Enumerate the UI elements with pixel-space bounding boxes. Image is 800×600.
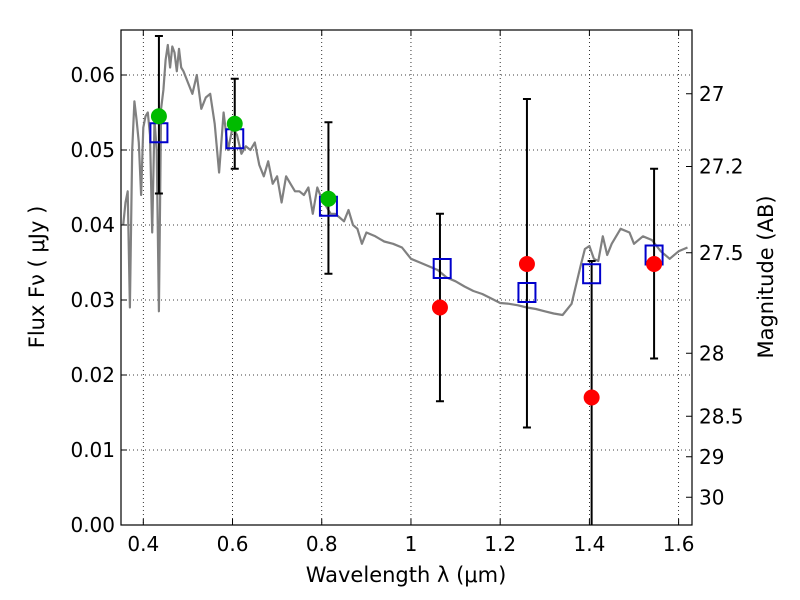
- spectrum-line: [122, 43, 688, 317]
- observed-point: [320, 190, 337, 207]
- y-tick-label: 0.05: [70, 138, 115, 162]
- right-tick-label: 28: [699, 341, 724, 365]
- y-tick-label: 0.02: [70, 363, 115, 387]
- right-tick-label: 30: [699, 485, 724, 509]
- right-tick-label: 29: [699, 445, 724, 469]
- right-tick-label: 27.2: [699, 155, 744, 179]
- right-tick-label: 27.5: [699, 241, 744, 265]
- right-tick-label: 28.5: [699, 404, 744, 428]
- observed-point: [150, 108, 167, 125]
- spectrum-layer: [122, 43, 688, 317]
- x-tick-label: 1: [405, 532, 418, 556]
- model-square: [517, 282, 537, 303]
- x-tick-label: 0.6: [217, 532, 249, 556]
- y-axis-title-right: Magnitude (AB): [754, 195, 778, 358]
- observed-point-layer: [150, 108, 663, 406]
- x-tick-label: 0.8: [306, 532, 338, 556]
- observed-point: [518, 256, 535, 272]
- right-tick-label: 27: [699, 82, 724, 106]
- observed-point: [431, 299, 448, 316]
- observed-point: [646, 256, 663, 272]
- observed-point: [226, 115, 243, 132]
- plot-frame: [120, 29, 693, 526]
- y-tick-label: 0.04: [70, 213, 115, 237]
- y-tick-label: 0.00: [70, 513, 115, 537]
- model-square: [432, 258, 452, 279]
- x-tick-label: 0.4: [127, 532, 159, 556]
- model-square: [582, 263, 602, 285]
- y-tick-label: 0.06: [70, 63, 115, 87]
- y-tick-label: 0.01: [70, 438, 115, 462]
- x-tick-label: 1.6: [663, 532, 695, 556]
- grid-lines: [121, 30, 692, 526]
- x-axis-title: Wavelength λ (μm): [306, 563, 507, 587]
- x-tick-label: 1.2: [484, 532, 516, 556]
- x-tick-label: 1.4: [573, 532, 605, 556]
- plot-background: [121, 30, 692, 525]
- axis-ticks: 0.4 0.6 0.8 1 1.2 1.4 1.6 0.00 0.01 0.02 0.03 0.04 0…: [70, 30, 744, 556]
- observed-point: [583, 389, 600, 406]
- y-axis-title-left: Flux Fν ( μJy ): [25, 206, 49, 349]
- y-tick-label: 0.03: [70, 288, 115, 312]
